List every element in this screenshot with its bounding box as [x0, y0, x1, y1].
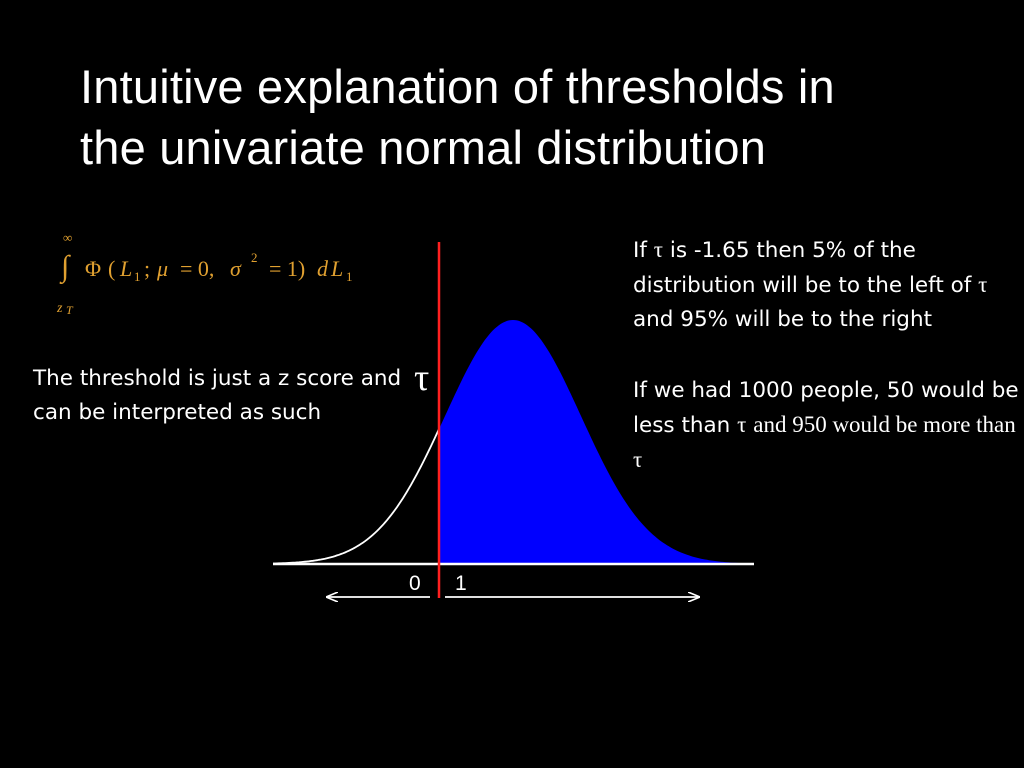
- formula-lower-limit-sub: T: [66, 303, 74, 317]
- note1-end: and 95% will be to the right: [633, 307, 933, 332]
- formula-var: L: [119, 256, 132, 281]
- formula-open-paren: (: [108, 256, 115, 281]
- note1-tau-2: τ: [978, 272, 988, 297]
- formula-semicolon: ;: [144, 256, 150, 281]
- percentage-note: If τ is -1.65 then 5% of the distributio…: [633, 233, 1023, 337]
- people-note: If we had 1000 people, 50 would be less …: [633, 374, 1023, 478]
- integral-formula: ∞ ∫ z T Φ ( L 1 ; μ = 0, σ 2 = 1) d L 1: [56, 230, 353, 317]
- title-line-1: Intuitive explanation of thresholds in: [80, 60, 835, 113]
- note1-tau: τ: [653, 237, 664, 262]
- zero-label: 0: [409, 572, 421, 595]
- note2-mid: and 950 would be more than: [753, 412, 1016, 437]
- note2-tau-2: τ: [633, 447, 643, 472]
- slide-title: Intuitive explanation of thresholds in t…: [80, 56, 980, 178]
- note1-rest: is -1.65 then 5% of the distribution wil…: [633, 238, 972, 298]
- formula-sigma-sup: 2: [251, 250, 258, 265]
- note2-tau: τ: [737, 412, 747, 437]
- formula-mu: μ: [156, 256, 168, 281]
- left-tail-curve: [273, 428, 440, 565]
- formula-sigma-eq: = 1): [269, 256, 305, 281]
- tau-label: τ: [414, 357, 430, 399]
- formula-d: d: [317, 256, 329, 281]
- formula-integral-sign: ∫: [59, 250, 71, 285]
- title-line-2: the univariate normal distribution: [80, 121, 767, 174]
- formula-sigma: σ: [230, 256, 242, 281]
- threshold-note: The threshold is just a z score and can …: [33, 366, 402, 425]
- formula-dvar: L: [330, 256, 343, 281]
- shaded-area-right-of-threshold: [439, 320, 754, 564]
- note1-prefix: If: [633, 238, 647, 263]
- note2-text: If we had 1000 people, 50 would be less …: [633, 378, 1019, 438]
- formula-phi: Φ: [85, 256, 101, 281]
- formula-lower-limit: z: [56, 301, 63, 316]
- formula-var-sub: 1: [134, 269, 141, 284]
- formula-dvar-sub: 1: [346, 269, 353, 284]
- one-label: 1: [455, 572, 467, 595]
- formula-upper-limit: ∞: [63, 230, 72, 245]
- formula-mu-eq: = 0,: [180, 256, 214, 281]
